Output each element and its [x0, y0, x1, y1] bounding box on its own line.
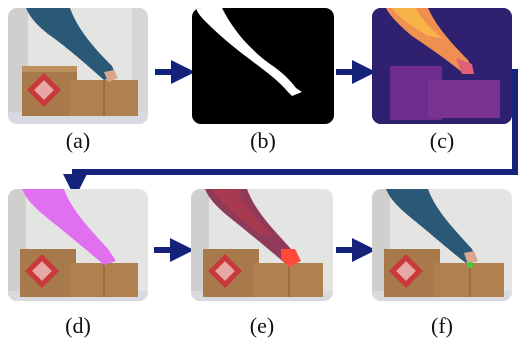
touch-point-dot: [467, 262, 473, 268]
caption-f: (f): [431, 313, 453, 338]
caption-c: (c): [429, 128, 455, 153]
panel-e-heat-overlay: [191, 189, 333, 301]
panel-d-segmented-arm: [8, 189, 148, 301]
caption-b: (b): [250, 128, 276, 153]
caption-a: (a): [65, 128, 91, 153]
caption-e: (e): [249, 313, 275, 338]
arrow-c-to-d: [63, 69, 518, 198]
panel-c-depth: [372, 8, 512, 124]
panel-b-mask: [192, 8, 334, 124]
caption-d: (d): [65, 313, 91, 338]
panel-f-touch-point: [372, 189, 512, 301]
panel-a-rgb: [8, 8, 148, 124]
